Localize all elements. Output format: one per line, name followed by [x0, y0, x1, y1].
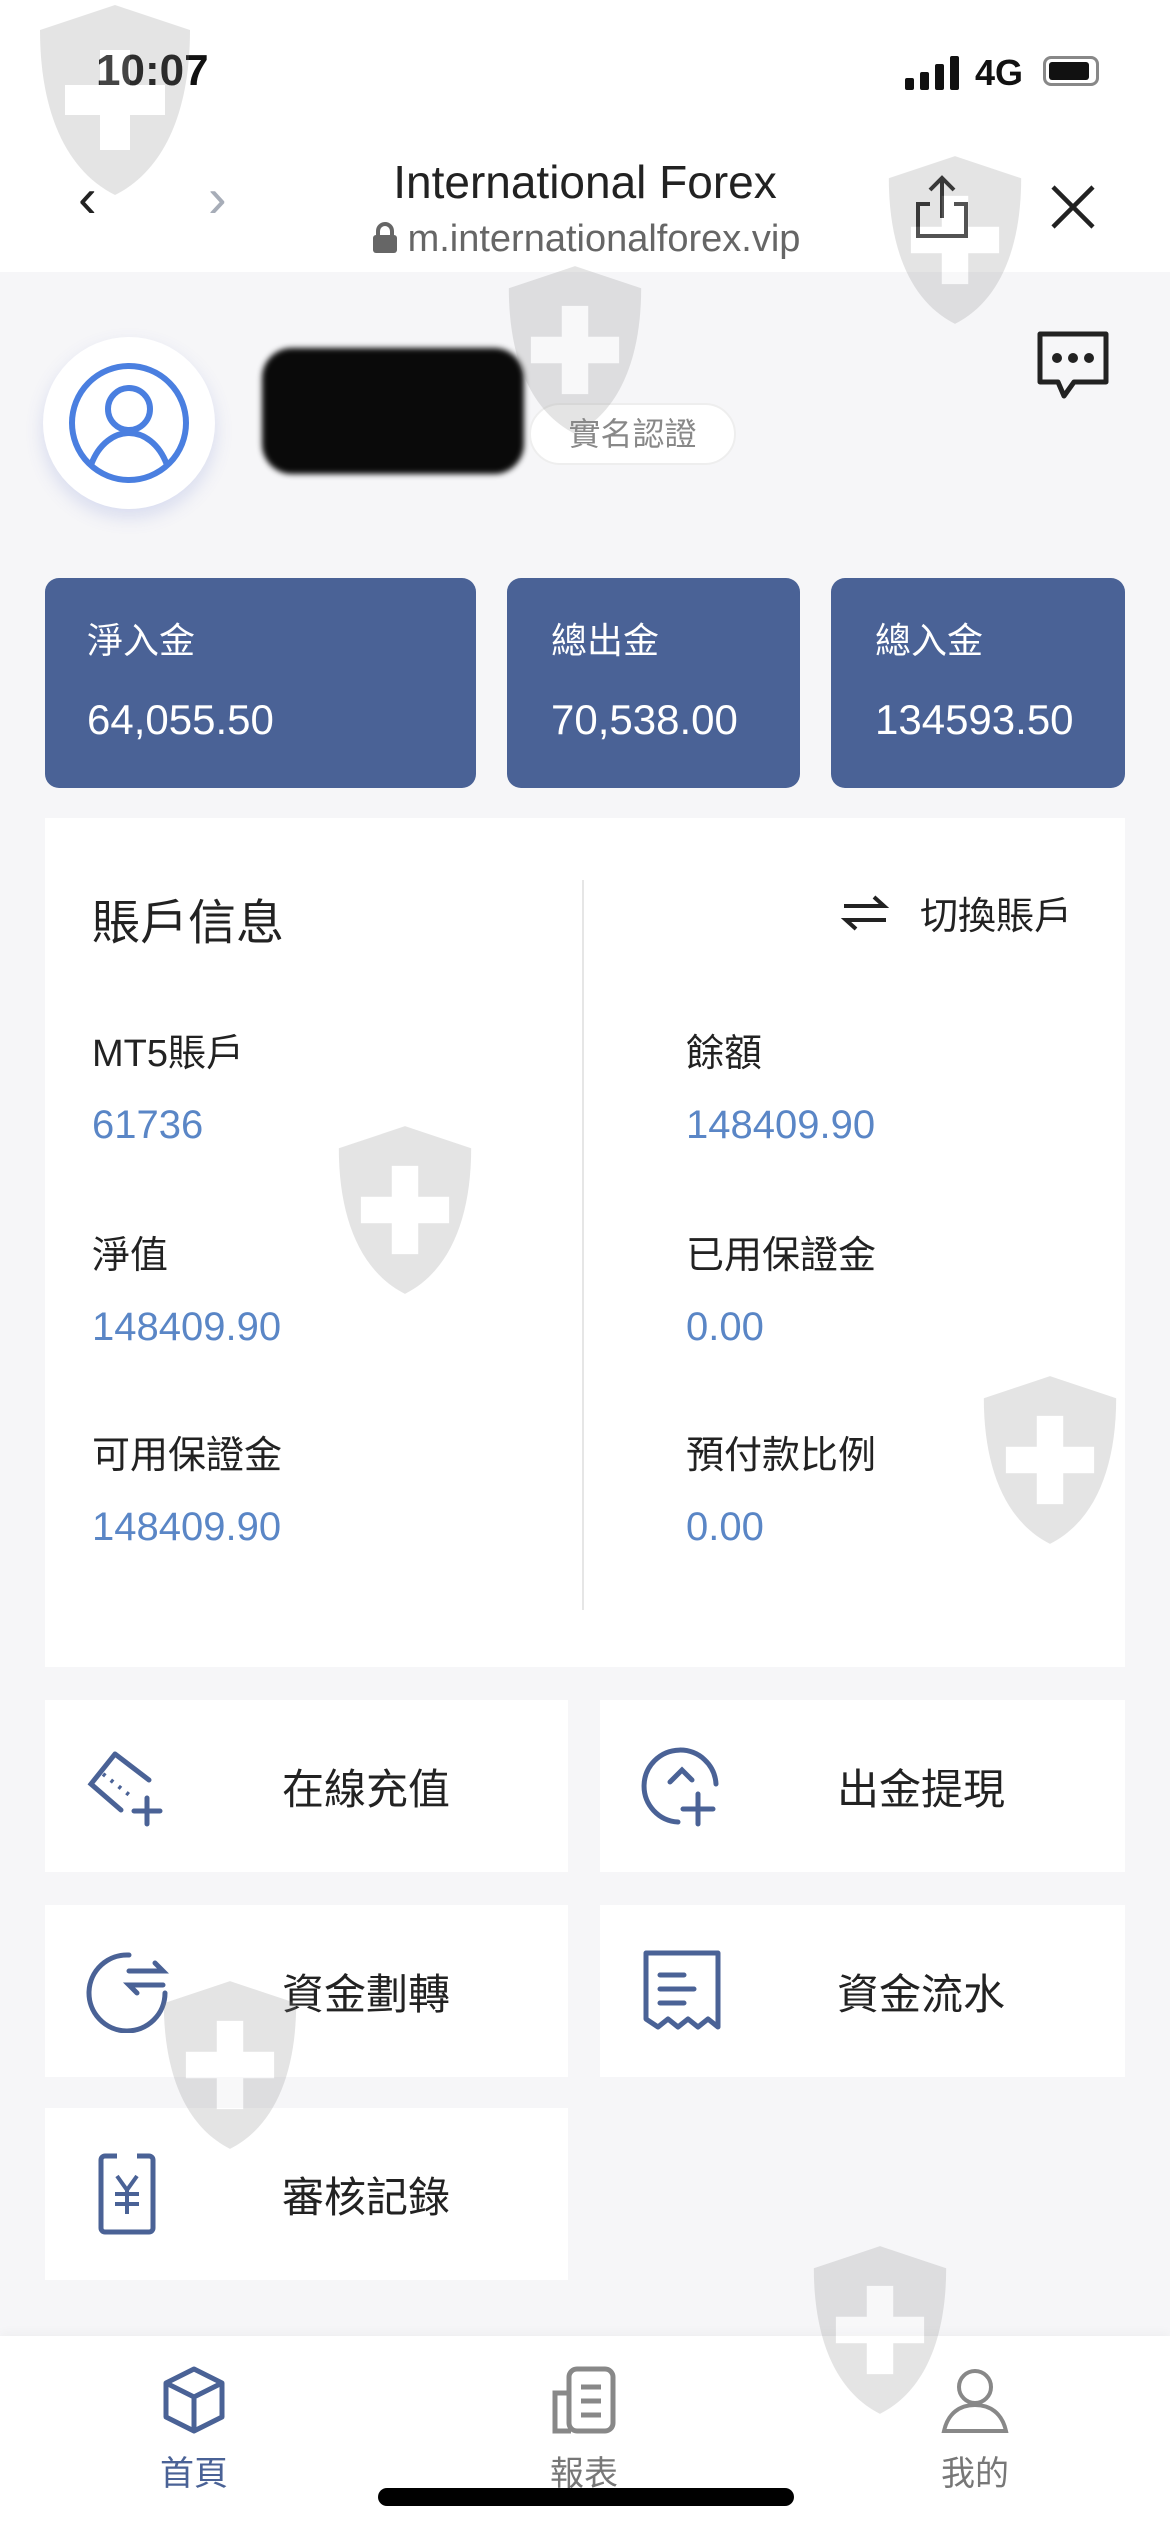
account-info-card	[45, 818, 1125, 1667]
swap-arrows-icon	[840, 895, 890, 930]
tab-mine[interactable]: 我的	[895, 2365, 1055, 2495]
field-label: 可用保證金	[92, 1435, 283, 1477]
transfer-icon	[86, 1952, 169, 2033]
field-label: 已用保證金	[686, 1235, 877, 1277]
equity-value: 148409.90	[92, 1305, 282, 1349]
tab-label: 我的	[941, 2455, 1009, 2493]
field-label: MT5賬戶	[92, 1033, 245, 1075]
used-margin-value: 0.00	[686, 1305, 764, 1349]
menu-label: 出金提現	[837, 1765, 1006, 1813]
tab-label: 首頁	[160, 2455, 228, 2493]
user-icon	[941, 2369, 1009, 2433]
browser-nav-bar	[0, 120, 1170, 272]
stat-label: 總出金	[551, 620, 660, 661]
forward-button[interactable]: ›	[208, 166, 227, 229]
close-icon[interactable]	[1048, 182, 1098, 232]
lock-icon	[372, 222, 397, 253]
mt5-account-value: 61736	[92, 1103, 204, 1147]
tab-label: 報表	[550, 2455, 618, 2493]
menu-label: 資金流水	[837, 1970, 1006, 2018]
field-label: 餘額	[686, 1033, 763, 1075]
user-avatar-icon	[69, 363, 189, 483]
withdraw-icon	[641, 1747, 719, 1827]
back-button[interactable]: ‹	[78, 166, 97, 229]
menu-fund-transfer[interactable]: 資金劃轉	[45, 1905, 568, 2077]
menu-online-deposit[interactable]: 在線充值	[45, 1700, 568, 1872]
menu-fund-flow[interactable]: 資金流水	[600, 1905, 1125, 2077]
divider	[582, 880, 584, 1610]
redacted-username	[262, 348, 524, 474]
free-margin-value: 148409.90	[92, 1505, 282, 1549]
stat-value: 64,055.50	[87, 696, 274, 743]
menu-label: 資金劃轉	[282, 1970, 451, 2018]
status-bar	[0, 0, 1170, 120]
receipt-icon	[643, 1950, 721, 2030]
avatar[interactable]	[43, 337, 215, 509]
balance-value: 148409.90	[686, 1103, 876, 1147]
stat-total-deposit: 總入金 134593.50	[831, 578, 1125, 788]
stat-label: 總入金	[875, 620, 984, 661]
field-label: 淨值	[92, 1235, 169, 1277]
cube-icon	[163, 2366, 225, 2434]
card-plus-icon	[87, 1751, 163, 1827]
stat-net-deposit: 淨入金 64,055.50	[45, 578, 476, 788]
page-title: International Forex	[393, 156, 777, 208]
field-label: 預付款比例	[686, 1435, 877, 1477]
tab-home[interactable]: 首頁	[114, 2365, 274, 2495]
network-type: 4G	[975, 52, 1024, 93]
verify-badge[interactable]: 實名認證	[529, 403, 736, 465]
chat-icon[interactable]	[1034, 330, 1112, 402]
stat-label: 淨入金	[87, 620, 196, 661]
signal-icon	[905, 56, 959, 90]
home-indicator	[378, 2488, 794, 2506]
menu-withdrawal[interactable]: 出金提現	[600, 1700, 1125, 1872]
menu-label: 在線充值	[282, 1765, 451, 1813]
stat-value: 134593.50	[875, 696, 1074, 743]
yen-document-icon	[98, 2153, 156, 2235]
share-icon[interactable]	[912, 172, 972, 242]
margin-ratio-value: 0.00	[686, 1505, 764, 1549]
url-display: m.internationalforex.vip	[0, 218, 1170, 261]
stat-value: 70,538.00	[551, 696, 738, 743]
tab-reports[interactable]: 報表	[504, 2365, 664, 2495]
stat-total-withdrawal: 總出金 70,538.00	[507, 578, 800, 788]
menu-review-records[interactable]: 審核記錄	[45, 2108, 568, 2280]
battery-icon	[1043, 56, 1099, 86]
switch-account-button[interactable]: 切換賬戶	[840, 885, 1072, 940]
status-time: 10:07	[96, 46, 209, 95]
account-info-title: 賬戶信息	[92, 897, 285, 950]
menu-label: 審核記錄	[282, 2173, 451, 2221]
report-icon	[552, 2366, 616, 2434]
